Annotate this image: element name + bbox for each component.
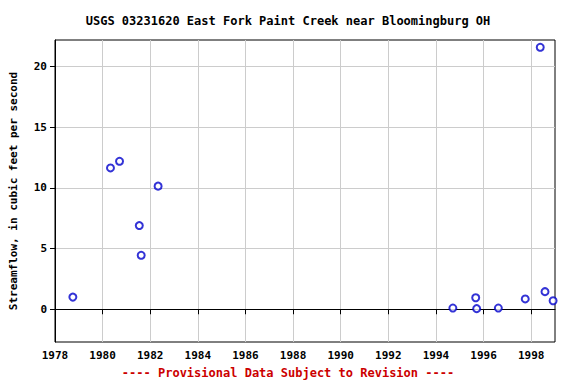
svg-text:10: 10 (34, 181, 47, 194)
svg-text:1992: 1992 (375, 349, 402, 362)
svg-text:1980: 1980 (89, 349, 116, 362)
svg-text:1994: 1994 (423, 349, 450, 362)
svg-text:1984: 1984 (185, 349, 212, 362)
svg-text:USGS 03231620 East Fork Paint: USGS 03231620 East Fork Paint Creek near… (86, 14, 491, 28)
svg-text:5: 5 (40, 242, 47, 255)
svg-text:0: 0 (40, 303, 47, 316)
svg-text:1998: 1998 (518, 349, 545, 362)
svg-text:1988: 1988 (280, 349, 307, 362)
svg-text:---- Provisional Data Subject: ---- Provisional Data Subject to Revisio… (122, 366, 454, 380)
svg-text:1978: 1978 (42, 349, 69, 362)
svg-text:1986: 1986 (232, 349, 259, 362)
svg-text:1996: 1996 (470, 349, 497, 362)
svg-text:1982: 1982 (137, 349, 164, 362)
svg-text:1990: 1990 (327, 349, 354, 362)
svg-text:20: 20 (34, 60, 47, 73)
svg-text:Streamflow, in cubic feet per: Streamflow, in cubic feet per second (7, 72, 20, 310)
svg-text:15: 15 (34, 121, 47, 134)
